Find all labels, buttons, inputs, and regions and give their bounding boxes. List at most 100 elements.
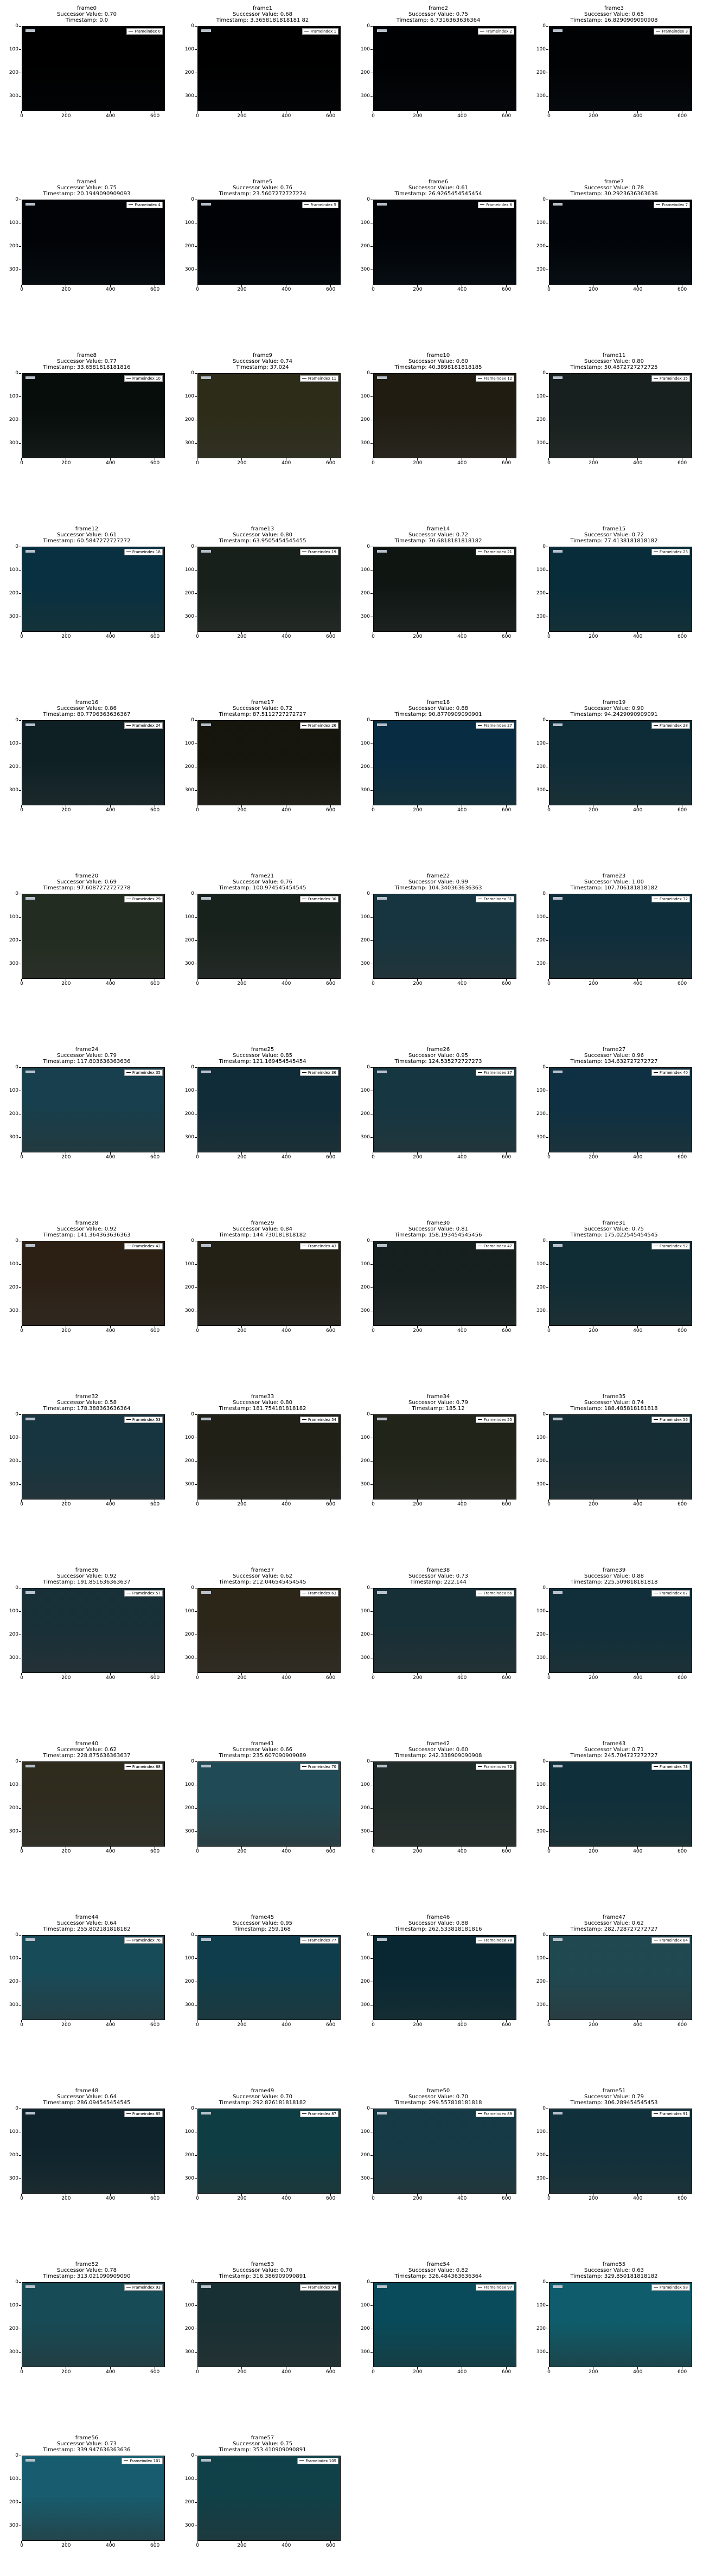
frame-timestamp: Timestamp: 235.607090909089 (219, 1753, 306, 1759)
frame-legend: Frameindex 4 (126, 202, 163, 208)
x-tick-label: 0 (541, 632, 557, 639)
frame-image: Frameindex 2 (373, 26, 516, 111)
frame-panel: frame12 Successor Value: 0.61 Timestamp: 6… (5, 526, 168, 667)
y-tick-label: 200 (5, 1459, 21, 1464)
frame-timestamp: Timestamp: 259.168 (234, 1926, 291, 1932)
frame-title: frame7 (604, 179, 624, 185)
x-tick-label: 200 (410, 1847, 426, 1854)
frame-title: frame34 (426, 1394, 450, 1400)
frame-successor: Successor Value: 0.92 (57, 1573, 117, 1579)
watermark-badge (201, 376, 211, 379)
frame-title: frame39 (602, 1567, 626, 1573)
x-tick-label: 0 (189, 285, 206, 292)
x-tick-label: 600 (323, 1152, 339, 1160)
y-tick-label: 0 (181, 1412, 197, 1417)
y-tick-label: 200 (5, 765, 21, 770)
x-tick-label: 200 (234, 1673, 250, 1681)
frame-successor: Successor Value: 0.78 (57, 2267, 117, 2273)
x-tick-label: 200 (58, 2541, 74, 2548)
frame-photo (549, 1762, 692, 1846)
frame-title-block: frame33 Successor Value: 0.80 Timestamp: 1… (181, 1394, 344, 1412)
frame-timestamp: Timestamp: 6.7316363636364 (396, 17, 481, 23)
frame-legend: Frameindex 70 (299, 1764, 338, 1770)
frame-photo (22, 374, 164, 458)
y-tick-label: 0 (181, 2280, 197, 2285)
y-tick-label: 100 (357, 221, 373, 226)
frame-successor: Successor Value: 0.66 (233, 1747, 292, 1753)
frame-title: frame53 (251, 2261, 274, 2267)
frame-image: Frameindex 35 (22, 1067, 165, 1152)
watermark-badge (553, 29, 563, 32)
y-tick-label: 0 (533, 2106, 548, 2111)
frame-image: Frameindex 28 (549, 720, 692, 805)
x-tick-label: 0 (14, 1152, 30, 1160)
x-tick-label: 0 (14, 805, 30, 813)
frame-image: Frameindex 19 (197, 547, 341, 632)
frame-timestamp: Timestamp: 23.5607272727274 (219, 191, 306, 197)
frame-image: Frameindex 78 (373, 1935, 516, 2020)
watermark-badge (25, 723, 35, 726)
frame-image: Frameindex 98 (549, 2282, 692, 2367)
frame-photo (22, 200, 164, 284)
y-tick-label: 200 (181, 2153, 197, 2158)
y-tick-label: 200 (533, 1632, 548, 1637)
y-tick-label: 0 (533, 197, 548, 202)
x-tick-label: 600 (323, 2367, 339, 2375)
x-tick-label: 0 (189, 2367, 206, 2375)
x-tick-label: 600 (323, 285, 339, 292)
x-tick-label: 600 (147, 1326, 163, 1334)
frame-successor: Successor Value: 1.00 (584, 879, 644, 885)
frame-title-block: frame46 Successor Value: 0.88 Timestamp: 2… (357, 1914, 520, 1932)
frame-image: Frameindex 70 (197, 1761, 341, 1847)
frame-title: frame27 (602, 1047, 626, 1053)
frame-successor: Successor Value: 0.69 (57, 879, 117, 885)
frame-panel: frame57 Successor Value: 0.75 Timestamp: 3… (181, 2435, 344, 2576)
x-tick-label: 600 (147, 979, 163, 986)
x-tick-label: 0 (365, 1673, 381, 1681)
y-tick-label: 300 (5, 788, 21, 793)
frame-title-block: frame11 Successor Value: 0.80 Timestamp: 5… (533, 353, 695, 370)
y-tick-label: 100 (357, 47, 373, 52)
frame-legend: Frameindex 0 (126, 28, 163, 35)
x-tick-label: 600 (147, 2194, 163, 2201)
frame-timestamp: Timestamp: 37.024 (236, 364, 289, 370)
x-tick-label: 400 (103, 1847, 119, 1854)
x-tick-label: 400 (103, 1152, 119, 1160)
x-tick-label: 600 (323, 2541, 339, 2548)
frame-timestamp: Timestamp: 87.5112727272727 (219, 712, 306, 717)
x-tick-label: 600 (323, 458, 339, 466)
y-tick-label: 0 (181, 892, 197, 896)
watermark-badge (377, 550, 387, 553)
x-tick-label: 0 (189, 1673, 206, 1681)
frame-image: Frameindex 56 (549, 1414, 692, 1500)
x-tick-label: 200 (234, 2194, 250, 2201)
y-tick-label: 100 (533, 2130, 548, 2135)
y-tick-label: 0 (181, 2106, 197, 2111)
frame-image: Frameindex 6 (373, 200, 516, 285)
frame-title-block: frame47 Successor Value: 0.62 Timestamp: 2… (533, 1914, 695, 1932)
frame-panel: frame47 Successor Value: 0.62 Timestamp: 2… (533, 1914, 695, 2055)
y-tick-label: 0 (357, 2280, 373, 2285)
watermark-badge (377, 203, 387, 206)
y-tick-label: 200 (533, 71, 548, 75)
frame-title-block: frame32 Successor Value: 0.58 Timestamp: 1… (5, 1394, 168, 1412)
frame-successor: Successor Value: 0.95 (408, 1053, 468, 1059)
frame-photo (374, 1588, 516, 1673)
y-tick-label: 300 (181, 94, 197, 99)
watermark-badge (377, 1071, 387, 1073)
x-tick-label: 200 (58, 285, 74, 292)
frame-photo (22, 1241, 164, 1325)
y-tick-label: 300 (533, 788, 548, 793)
frame-timestamp: Timestamp: 292.826181818182 (219, 2100, 306, 2106)
frame-photo (549, 894, 692, 978)
frame-panel: frame4 Successor Value: 0.75 Timestamp: 20… (5, 179, 168, 320)
y-tick-label: 100 (357, 568, 373, 573)
y-tick-label: 300 (5, 94, 21, 99)
y-tick-label: 200 (181, 1459, 197, 1464)
frame-legend: Frameindex 1 (302, 28, 338, 35)
x-tick-label: 0 (541, 1673, 557, 1681)
frame-legend: Frameindex 85 (124, 2111, 163, 2117)
frame-timestamp: Timestamp: 299.557818181818 (394, 2100, 482, 2106)
frame-timestamp: Timestamp: 262.533818181816 (394, 1926, 482, 1932)
y-tick-label: 300 (533, 267, 548, 272)
